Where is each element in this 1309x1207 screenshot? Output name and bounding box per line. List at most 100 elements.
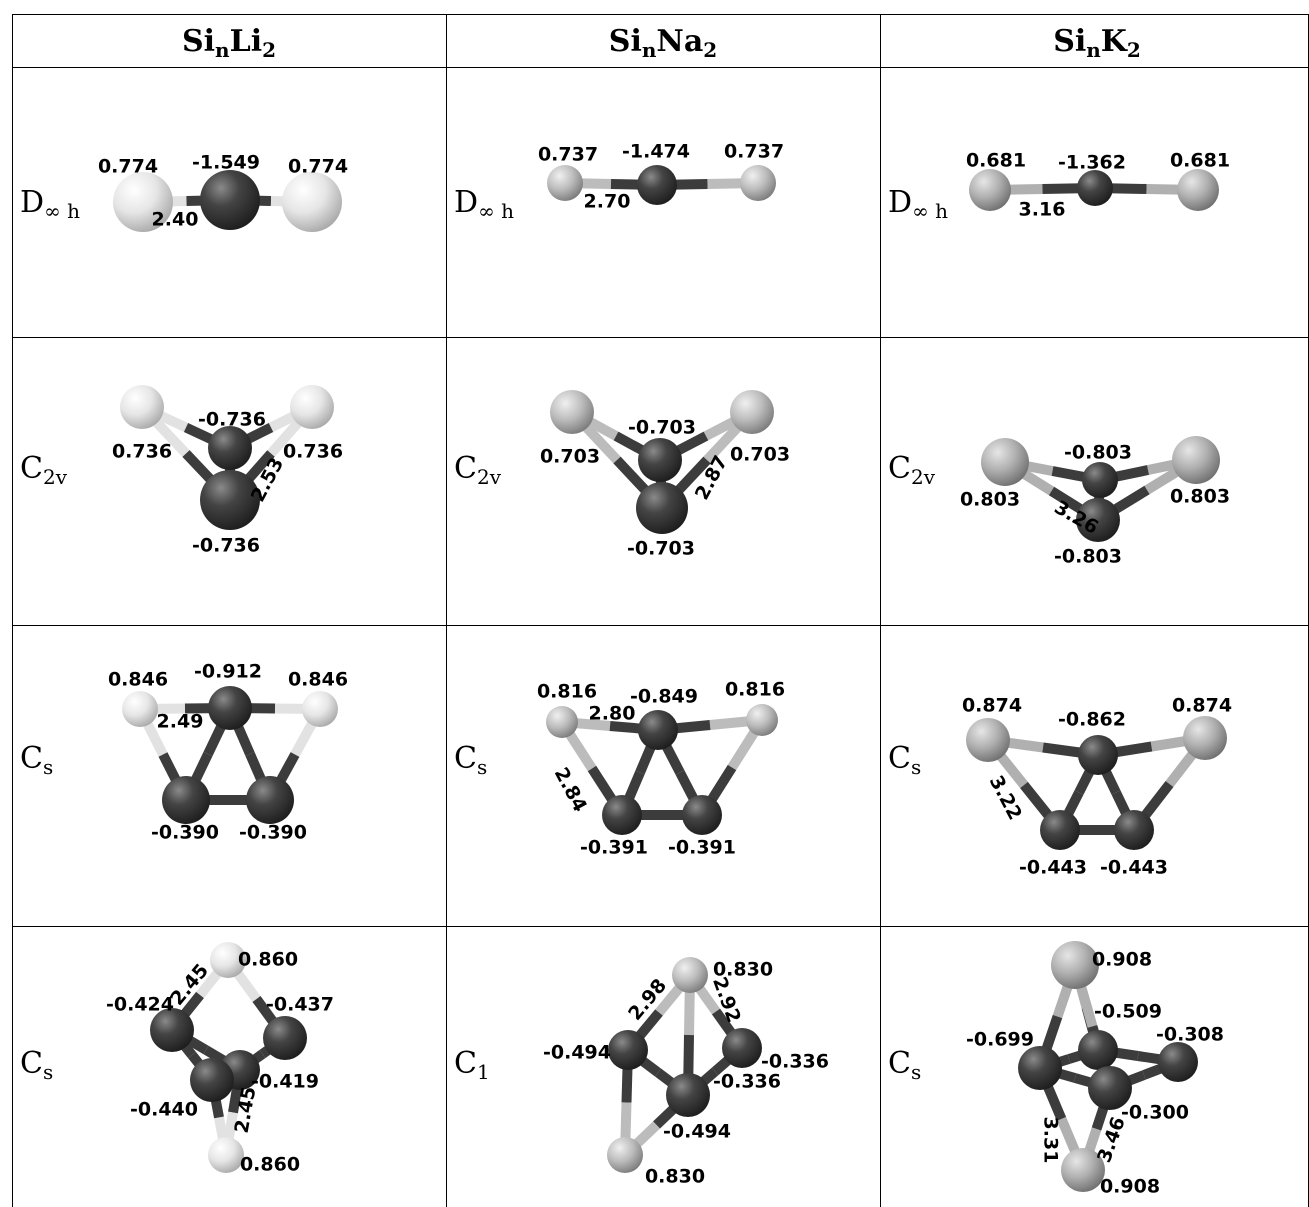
atom-label: 2.80 [589, 703, 636, 725]
point-group-letter: C [888, 1046, 911, 1081]
atom [1018, 1046, 1062, 1090]
atom [190, 1058, 234, 1102]
atom [208, 1137, 244, 1173]
atom-label: 0.803 [960, 489, 1020, 511]
point-group-subscript: ∞ h [44, 199, 80, 223]
point-group-subscript: ∞ h [478, 199, 514, 223]
point-group-letter: C [20, 1046, 43, 1081]
atom [550, 390, 594, 434]
molecule-cell: D∞ h 0.774 -1.549 0.774 2.40 [20, 152, 348, 232]
header-text: Si [182, 24, 215, 59]
point-group-subscript: s [911, 1060, 921, 1084]
header-text: Si [1053, 24, 1086, 59]
atom [1051, 941, 1099, 989]
header-text: Si [609, 24, 642, 59]
atom-label: 0.874 [962, 695, 1022, 717]
atom-label: 0.774 [98, 156, 158, 178]
atom-label: -0.391 [580, 837, 648, 859]
atom [981, 438, 1029, 486]
atom [150, 1008, 194, 1052]
atom-label: 3.16 [1019, 199, 1066, 221]
atom-label: 0.874 [1172, 695, 1232, 717]
molecule-cell: D∞ h 0.681 -1.362 0.681 3.16 [888, 150, 1230, 224]
atom [1061, 1148, 1105, 1192]
atom-label: 0.846 [108, 669, 168, 691]
atom-label: 0.830 [713, 959, 773, 981]
atom-label: -0.443 [1100, 857, 1168, 879]
atom [113, 172, 173, 232]
molecule-cell: D∞ h 0.737 -1.474 0.737 2.70 [454, 141, 784, 224]
point-group: Cs [454, 741, 487, 779]
atom [672, 957, 708, 993]
atom-label: -0.390 [151, 822, 219, 844]
atom [666, 1073, 710, 1117]
atom [682, 795, 722, 835]
atom [638, 710, 678, 750]
atom [1077, 170, 1113, 206]
atom-label: -0.494 [663, 1121, 731, 1143]
header-subscript: n [642, 38, 657, 62]
atom-label: -0.494 [543, 1042, 611, 1064]
atom [1088, 1066, 1132, 1110]
point-group: D∞ h [888, 185, 948, 223]
atom [602, 795, 642, 835]
column-header: SinK2 [1053, 24, 1141, 62]
header-text: Na [656, 24, 703, 59]
atom-label: 0.736 [283, 441, 343, 463]
atom [1040, 810, 1080, 850]
point-group-letter: D [20, 185, 44, 220]
point-group: C2v [888, 451, 936, 489]
point-group: C2v [20, 451, 68, 489]
point-group-letter: C [20, 451, 43, 486]
atom [263, 1016, 307, 1060]
atom-label: 0.830 [645, 1166, 705, 1188]
atom [1183, 716, 1227, 760]
column-header: SinNa2 [609, 24, 717, 62]
atom-label: -0.803 [1054, 546, 1122, 568]
atom-label: -0.862 [1058, 709, 1126, 731]
atom-label: -0.390 [239, 822, 307, 844]
atom-label: -0.803 [1064, 442, 1132, 464]
atom-label: 0.703 [540, 446, 600, 468]
atom [210, 942, 246, 978]
atom-label: -0.437 [266, 994, 334, 1016]
atom-label: 0.737 [724, 141, 784, 163]
atom [282, 172, 342, 232]
atom [730, 390, 774, 434]
point-group: Cs [20, 741, 53, 779]
atom-label: 0.846 [288, 669, 348, 691]
point-group-letter: D [888, 185, 912, 220]
atom-label: -0.300 [1121, 1102, 1189, 1124]
point-group-subscript: 2v [911, 465, 936, 489]
atom-label: 0.803 [1170, 486, 1230, 508]
atom [200, 170, 260, 230]
point-group: Cs [20, 1046, 53, 1084]
atom-label: -1.362 [1058, 152, 1126, 174]
atom-label: 0.816 [537, 681, 597, 703]
header-subscript: n [1086, 38, 1101, 62]
atom-label: -0.912 [194, 661, 262, 683]
atom-label: 2.70 [584, 191, 631, 213]
atom-label: -1.549 [192, 152, 260, 174]
point-group-letter: C [20, 741, 43, 776]
header-text: K [1101, 24, 1128, 59]
atom-label: -0.419 [251, 1071, 319, 1093]
point-group-letter: C [454, 741, 477, 776]
atom [1078, 1030, 1118, 1070]
molecule-cell: Cs 0.846 -0.912 0.846 2.49 -0.390 -0.390 [20, 661, 348, 844]
atom [546, 706, 578, 738]
atom [1114, 810, 1154, 850]
atom-label: 2.49 [157, 711, 204, 733]
atom [740, 165, 776, 201]
atom [290, 385, 334, 429]
point-group-subscript: s [477, 755, 487, 779]
point-group: D∞ h [454, 185, 514, 223]
atom-label: 3.31 [1040, 1117, 1062, 1164]
